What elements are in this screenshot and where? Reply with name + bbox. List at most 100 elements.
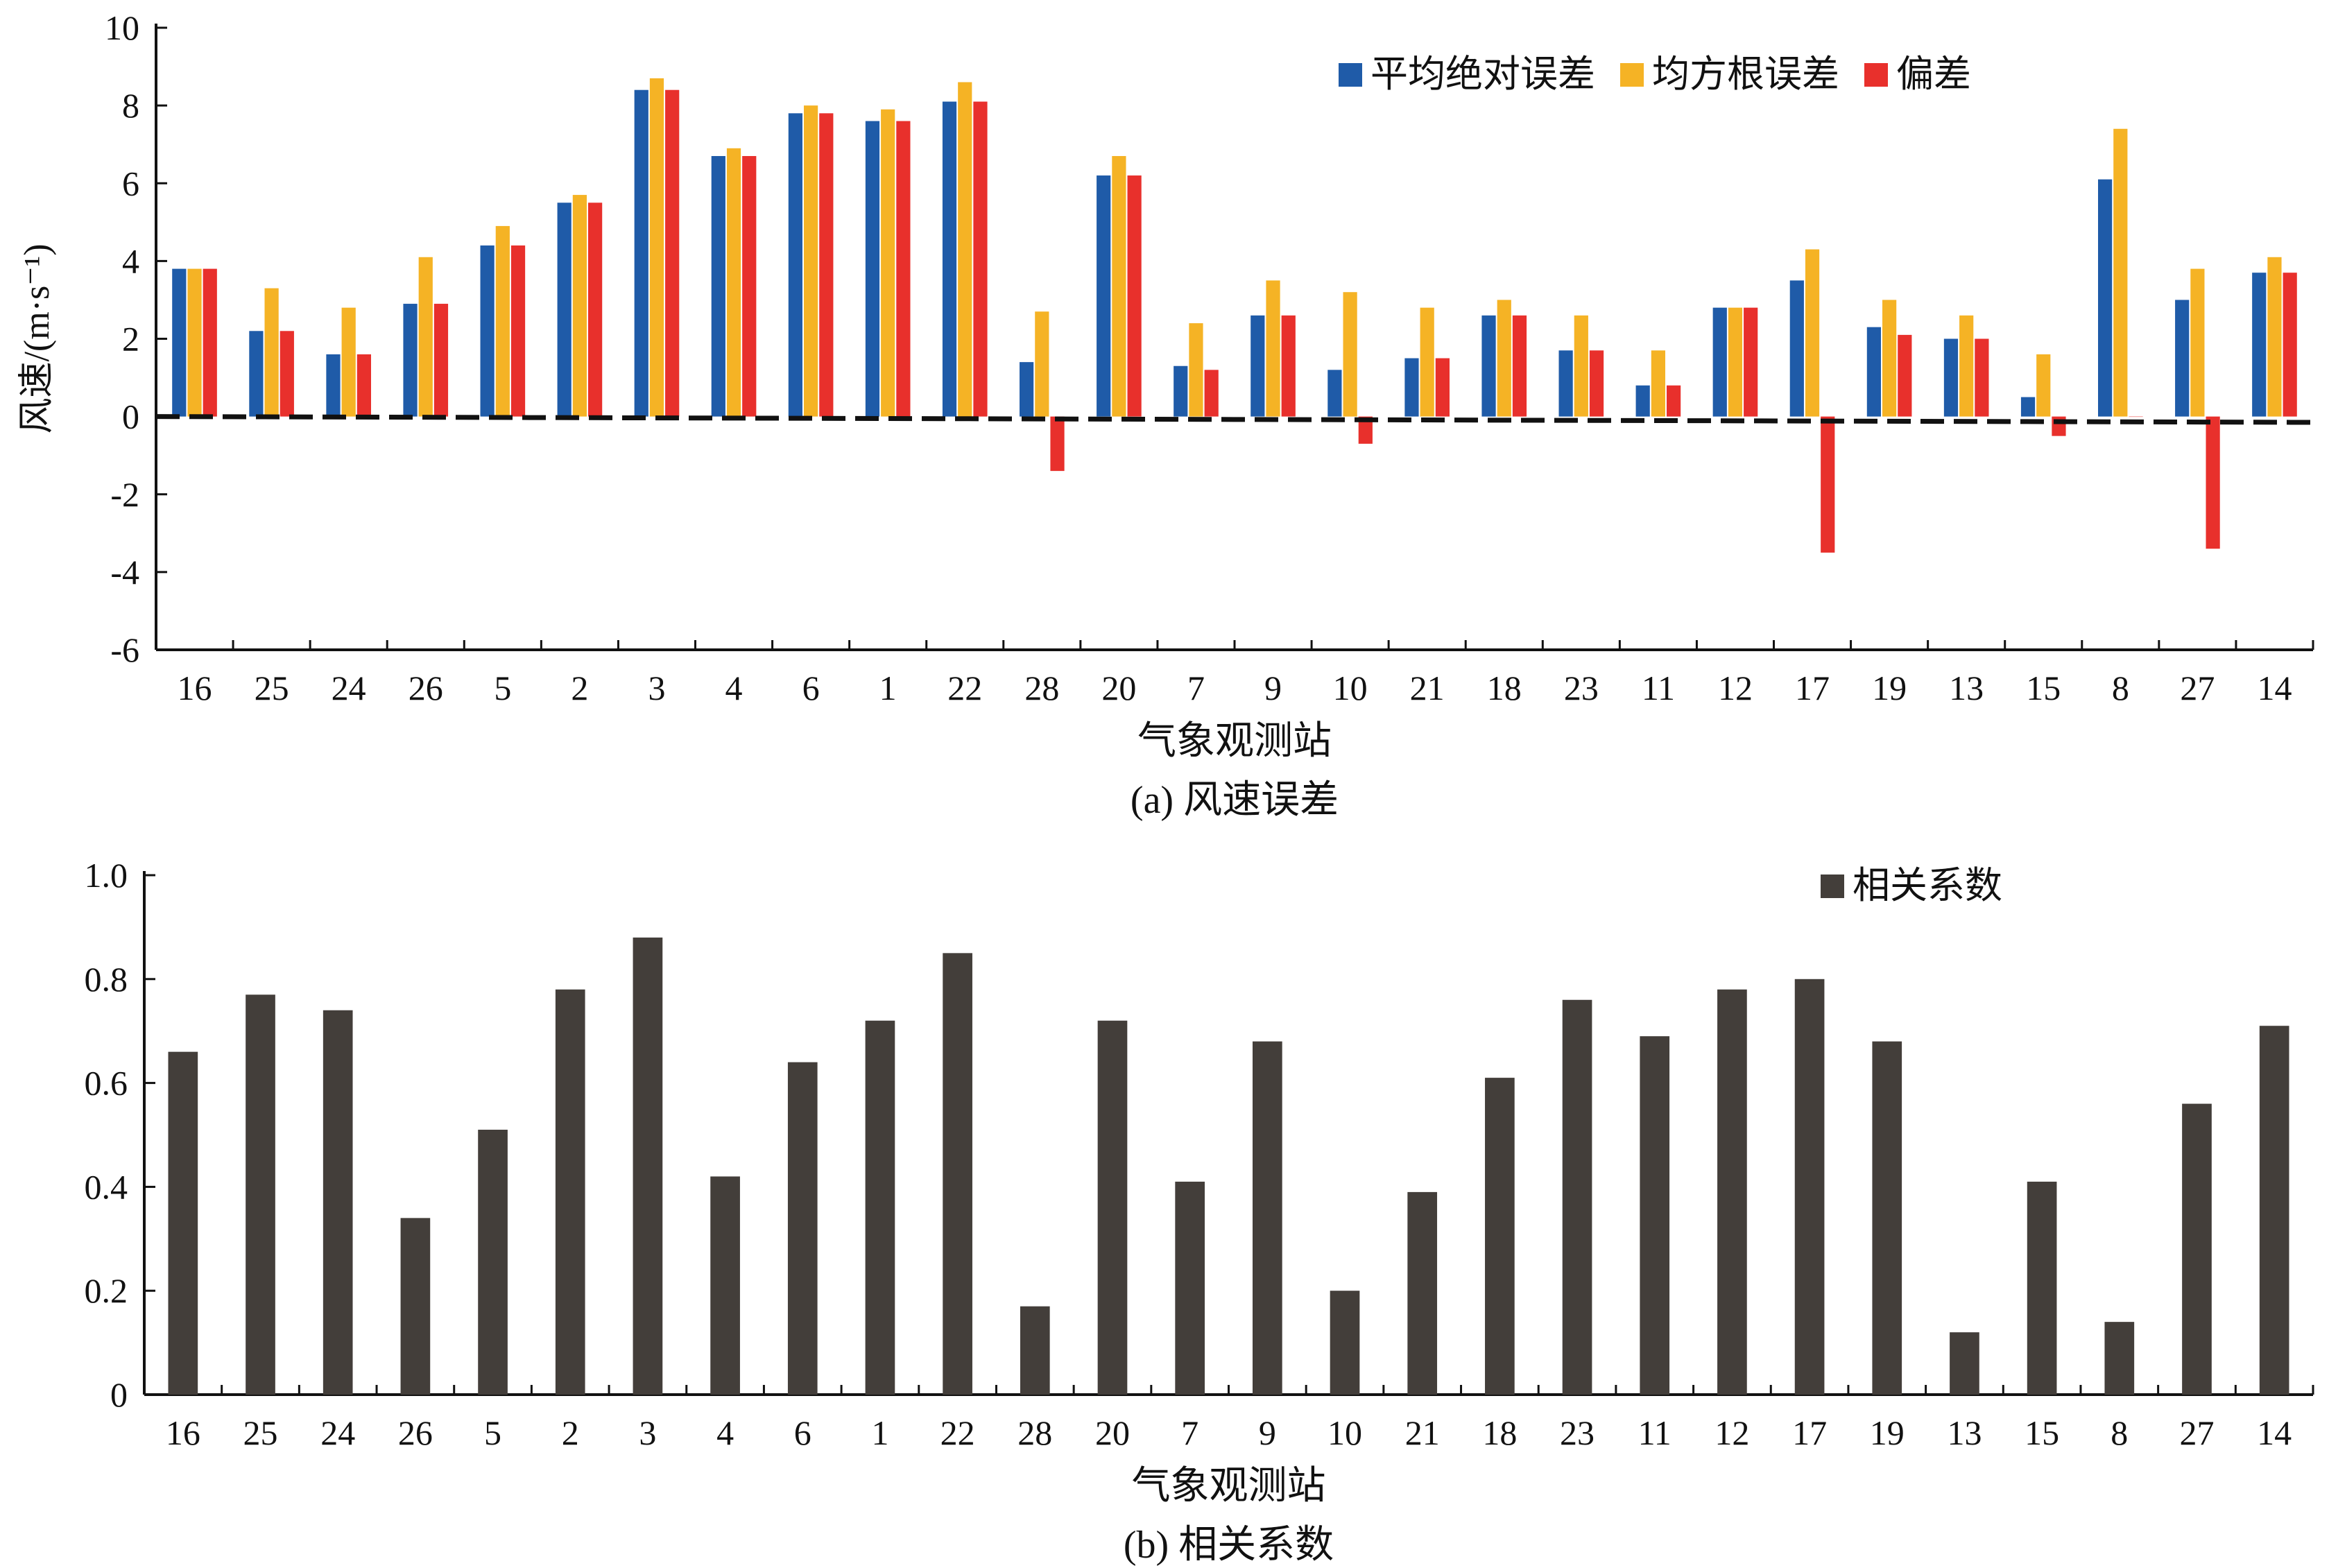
x-tick-label: 28 — [1017, 1413, 1052, 1452]
bar — [2259, 1026, 2289, 1395]
bar — [1497, 300, 1511, 417]
bar — [1558, 350, 1573, 417]
bar — [1712, 307, 1727, 417]
y-tick-label: 0.4 — [85, 1167, 128, 1206]
x-tick-label: 12 — [1714, 1413, 1749, 1452]
y-tick-label: 4 — [122, 241, 139, 280]
x-tick-label: 24 — [332, 669, 366, 707]
x-tick-label: 19 — [1872, 669, 1907, 707]
bar — [726, 148, 741, 417]
bar — [819, 113, 834, 417]
x-tick-label: 25 — [255, 669, 289, 707]
bar — [1640, 1036, 1670, 1395]
panel-caption: (b) 相关系数 — [1124, 1524, 1334, 1567]
y-tick-label: -4 — [110, 553, 139, 592]
x-tick-label: 8 — [2111, 1413, 2128, 1452]
bar — [1635, 385, 1650, 417]
x-tick-label: 26 — [409, 669, 443, 707]
bar — [2175, 300, 2190, 417]
bar — [495, 225, 510, 417]
bar — [711, 156, 725, 417]
x-tick-label: 11 — [1638, 1413, 1671, 1452]
bar — [865, 1020, 895, 1395]
bar — [881, 109, 895, 417]
x-tick-label: 15 — [2026, 669, 2061, 707]
x-tick-label: 20 — [1095, 1413, 1130, 1452]
y-tick-label: 0.8 — [85, 960, 128, 999]
bar — [1407, 1191, 1438, 1395]
bar — [804, 105, 818, 417]
legend-label: 均方根误差 — [1652, 53, 1839, 95]
bar — [1805, 249, 1820, 417]
bar — [1343, 292, 1357, 417]
bar — [2267, 257, 2282, 417]
bar — [2036, 354, 2051, 417]
y-tick-label: 6 — [122, 164, 139, 203]
bar — [1481, 315, 1496, 417]
bar — [400, 1218, 431, 1395]
x-tick-label: 12 — [1718, 669, 1753, 707]
bar — [1174, 365, 1188, 417]
x-tick-label: 5 — [484, 1413, 501, 1452]
bar — [341, 307, 356, 417]
bar — [788, 113, 802, 417]
bar — [249, 331, 264, 417]
bar — [1175, 1181, 1205, 1395]
x-tick-label: 28 — [1024, 669, 1059, 707]
x-tick-label: 16 — [166, 1413, 200, 1452]
bar — [418, 257, 433, 417]
x-tick-label: 17 — [1795, 669, 1830, 707]
bar — [1667, 385, 1681, 417]
x-tick-label: 19 — [1870, 1413, 1905, 1452]
x-axis-title: 气象观测站 — [1137, 720, 1332, 763]
bar — [1327, 370, 1342, 417]
bar — [1574, 315, 1588, 417]
bar — [665, 89, 680, 417]
x-tick-label: 13 — [1947, 1413, 1982, 1452]
x-tick-label: 2 — [571, 669, 588, 707]
x-tick-label: 1 — [879, 669, 897, 707]
bar — [633, 937, 663, 1395]
x-tick-label: 18 — [1487, 669, 1522, 707]
y-tick-label: 0.2 — [85, 1271, 128, 1310]
bar — [1882, 300, 1897, 417]
bar — [1204, 370, 1219, 417]
x-tick-label: 4 — [716, 1413, 734, 1452]
x-tick-label: 22 — [940, 1413, 975, 1452]
bar — [1266, 280, 1280, 417]
bar — [958, 82, 972, 417]
x-tick-label: 3 — [639, 1413, 656, 1452]
bar — [2104, 1322, 2135, 1395]
bar — [1975, 338, 1989, 417]
legend-label: 相关系数 — [1853, 865, 2002, 906]
bar — [555, 989, 585, 1395]
x-tick-label: 22 — [947, 669, 982, 707]
bar — [1898, 334, 1912, 417]
bar — [943, 953, 972, 1395]
x-tick-label: 6 — [794, 1413, 811, 1452]
y-tick-label: 1.0 — [85, 856, 128, 895]
bar — [1435, 358, 1450, 417]
bar — [634, 89, 648, 417]
x-tick-label: 3 — [648, 669, 665, 707]
bar — [280, 331, 294, 417]
bar — [1097, 175, 1111, 417]
bar — [649, 78, 664, 417]
bar — [1330, 1291, 1360, 1395]
bar — [1189, 323, 1203, 417]
x-tick-label: 5 — [494, 669, 511, 707]
bar — [2190, 268, 2205, 417]
bar — [203, 268, 217, 417]
x-tick-label: 15 — [2025, 1413, 2059, 1452]
bar — [2113, 128, 2128, 417]
x-tick-label: 24 — [320, 1413, 355, 1452]
x-tick-label: 16 — [178, 669, 212, 707]
x-tick-label: 10 — [1333, 669, 1368, 707]
bar — [1404, 358, 1419, 417]
y-tick-label: 0.6 — [85, 1064, 128, 1103]
panel-b-correlation: 00.20.40.60.81.016 25 24 26 5 2 3 4 6 1 22 28 20 7 9 10… — [85, 856, 2314, 1567]
x-tick-label: 7 — [1187, 669, 1205, 707]
bar — [2206, 416, 2220, 549]
bar — [1717, 989, 1747, 1395]
bar — [1866, 327, 1881, 417]
